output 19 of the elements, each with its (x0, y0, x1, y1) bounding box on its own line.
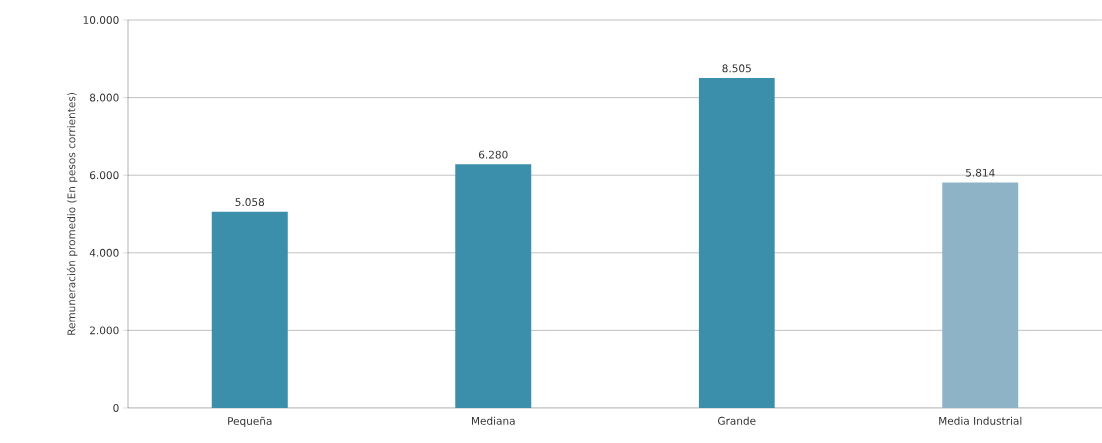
x-tick-label: Grande (718, 416, 756, 425)
bar (698, 78, 775, 408)
x-tick-label: Mediana (471, 416, 515, 425)
data-label: 5.058 (235, 198, 265, 207)
bar (455, 164, 532, 408)
bar (211, 211, 288, 408)
data-label: 8.505 (722, 64, 751, 73)
x-tick-label: Media Industrial (939, 416, 1022, 425)
y-tick-label: 8.000 (89, 93, 119, 102)
bar (942, 182, 1019, 408)
data-label: 5.814 (966, 168, 995, 177)
y-axis-title: Remuneración promedio (En pesos corrientes) (66, 93, 78, 335)
y-tick-label: 10.000 (83, 16, 119, 24)
y-tick-label: 4.000 (89, 248, 119, 257)
x-tick-label: Pequeña (228, 416, 272, 428)
y-tick-label: 0 (113, 404, 119, 412)
data-label: 6.280 (478, 150, 508, 159)
y-tick-label: 2.000 (90, 326, 119, 335)
y-tick-label: 6.000 (89, 171, 119, 180)
